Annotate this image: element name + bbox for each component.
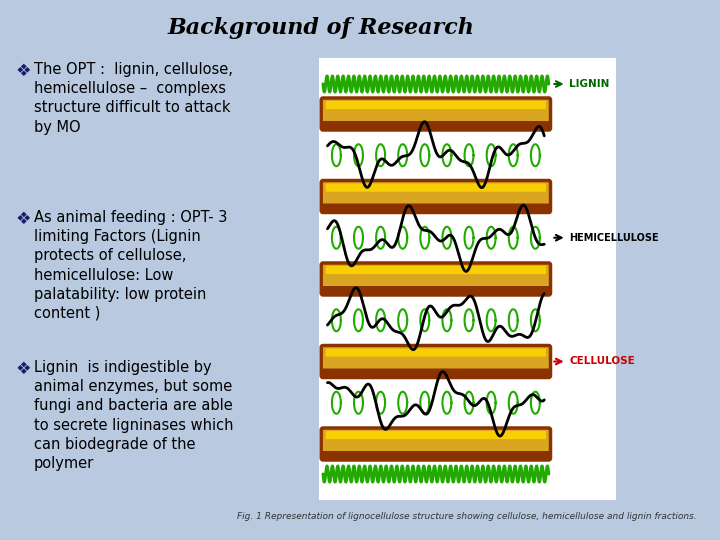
Bar [318, 58, 616, 500]
Text: As animal feeding : OPT- 3
limiting Factors (Lignin
protects of cellulose,
hemic: As animal feeding : OPT- 3 limiting Fact… [34, 210, 228, 321]
FancyBboxPatch shape [321, 263, 551, 295]
FancyBboxPatch shape [325, 184, 546, 192]
FancyBboxPatch shape [322, 451, 549, 460]
Text: CELLULOSE: CELLULOSE [570, 356, 635, 367]
Text: Background of Research: Background of Research [168, 17, 474, 39]
FancyBboxPatch shape [325, 348, 546, 356]
FancyBboxPatch shape [325, 431, 546, 439]
Text: The OPT :  lignin, cellulose,
hemicellulose –  complexs
structure difficult to a: The OPT : lignin, cellulose, hemicellulo… [34, 62, 233, 134]
Text: Fig. 1 Representation of lignocellulose structure showing cellulose, hemicellulo: Fig. 1 Representation of lignocellulose … [237, 512, 697, 521]
Text: Lignin  is indigestible by
animal enzymes, but some
fungi and bacteria are able
: Lignin is indigestible by animal enzymes… [34, 360, 233, 471]
FancyBboxPatch shape [322, 368, 549, 377]
Text: LIGNIN: LIGNIN [570, 79, 610, 89]
Text: HEMICELLULOSE: HEMICELLULOSE [570, 233, 659, 243]
Text: ❖: ❖ [16, 210, 32, 228]
FancyBboxPatch shape [321, 346, 551, 377]
FancyBboxPatch shape [321, 98, 551, 130]
FancyBboxPatch shape [325, 266, 546, 274]
Text: ❖: ❖ [16, 360, 32, 378]
FancyBboxPatch shape [322, 204, 549, 213]
FancyBboxPatch shape [321, 428, 551, 460]
FancyBboxPatch shape [322, 286, 549, 295]
Text: ❖: ❖ [16, 62, 32, 80]
FancyBboxPatch shape [325, 101, 546, 109]
FancyBboxPatch shape [321, 180, 551, 213]
FancyBboxPatch shape [322, 121, 549, 130]
